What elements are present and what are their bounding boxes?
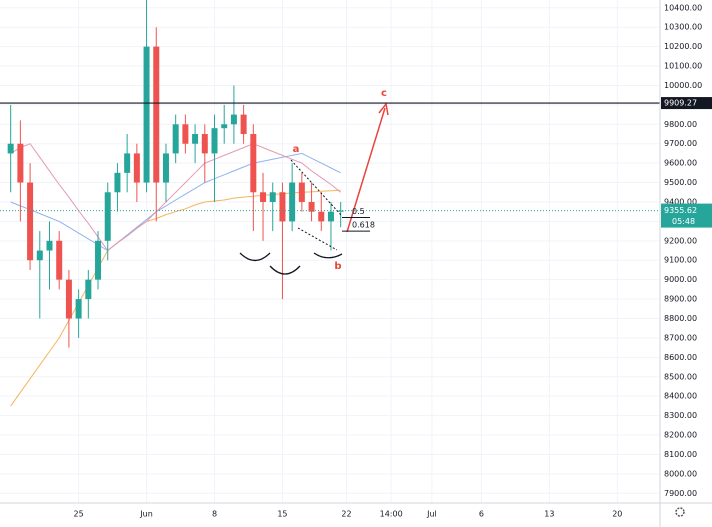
y-tick-label: 10300.00: [664, 23, 702, 32]
candle-body: [104, 192, 111, 241]
y-tick-label: 8200.00: [664, 431, 697, 440]
arrow: [346, 107, 386, 233]
y-tick-label: 8300.00: [664, 411, 697, 420]
last-price-label: 9355.62: [664, 206, 697, 215]
y-tick-label: 7900.00: [664, 489, 697, 498]
curve: [239, 252, 271, 262]
arrow-head: [378, 102, 389, 116]
candle-body: [221, 124, 228, 129]
candle-body: [327, 211, 334, 222]
candle-body: [46, 240, 53, 251]
trendline: [297, 227, 338, 251]
y-tick-label: 8000.00: [664, 469, 697, 478]
trendline: [290, 159, 342, 216]
candle-body: [124, 153, 131, 173]
candle-body: [289, 182, 296, 222]
candle-body: [260, 192, 267, 202]
y-tick-label: 10200.00: [664, 42, 702, 51]
y-tick-label: 9000.00: [664, 275, 697, 284]
fib-label: 0.5: [352, 207, 365, 216]
x-tick-label: 15: [277, 510, 287, 519]
candle-body: [172, 124, 179, 154]
y-tick-label: 9200.00: [664, 236, 697, 245]
candle-body: [211, 128, 218, 154]
drawings: a b c 0.5 0.618: [0, 88, 660, 275]
x-tick-label: 6: [479, 510, 484, 519]
moving-average: [10, 143, 342, 252]
candle-body: [36, 250, 43, 261]
candle-body: [318, 211, 325, 222]
candle-body: [279, 192, 286, 222]
candle-body: [65, 279, 72, 319]
y-tick-label: 9500.00: [664, 178, 697, 187]
y-tick-label: 8100.00: [664, 450, 697, 459]
candle-body: [133, 153, 140, 183]
y-tick-label: 8800.00: [664, 314, 697, 323]
y-tick-label: 8400.00: [664, 392, 697, 401]
x-tick-label: 20: [612, 510, 622, 519]
y-tick-label: 8900.00: [664, 295, 697, 304]
x-tick-label: Jul: [426, 510, 437, 519]
candle-body: [201, 134, 208, 154]
y-tick-label: 9100.00: [664, 256, 697, 265]
candle-body: [75, 299, 82, 319]
y-tick-label: 8700.00: [664, 333, 697, 342]
candle-body: [7, 143, 14, 154]
candle-body: [308, 201, 315, 212]
wave-label: b: [334, 261, 341, 272]
y-tick-label: 10000.00: [664, 81, 702, 90]
candle-body: [192, 134, 199, 144]
candle-body: [114, 172, 121, 193]
x-tick-label: Jun: [139, 510, 153, 519]
x-tick-label: 8: [212, 510, 217, 519]
x-tick-label: 13: [544, 510, 554, 519]
x-tick-label: 22: [341, 510, 351, 519]
wave-label: a: [293, 144, 300, 155]
y-tick-label: 8600.00: [664, 353, 697, 362]
candle-body: [269, 192, 276, 202]
candles: [7, 0, 344, 348]
countdown: 05:48: [672, 217, 695, 226]
candle-body: [162, 153, 169, 183]
candle-body: [153, 46, 160, 183]
candle-body: [143, 46, 150, 183]
y-tick-label: 8500.00: [664, 372, 697, 381]
last-price-box: [661, 203, 712, 228]
y-tick-label: 9800.00: [664, 120, 697, 129]
wave-label: c: [381, 88, 387, 99]
resistance-label: 9909.27: [664, 99, 697, 108]
candle-body: [95, 240, 102, 280]
candle-body: [298, 182, 305, 202]
candle-body: [85, 279, 92, 300]
resistance-box: [661, 97, 712, 110]
settings-icon[interactable]: [675, 507, 685, 517]
y-tick-label: 9400.00: [664, 197, 697, 206]
candle-body: [182, 124, 189, 144]
candle-body: [240, 114, 247, 135]
x-tick-label: 25: [74, 510, 84, 519]
y-tick-label: 9600.00: [664, 159, 697, 168]
moving-averages: [10, 143, 342, 407]
y-tick-label: 10100.00: [664, 62, 702, 71]
candle-body: [230, 114, 237, 125]
y-tick-label: 9700.00: [664, 139, 697, 148]
x-tick-label: 14:00: [380, 510, 403, 519]
candle-body: [337, 210, 344, 212]
moving-average: [10, 189, 341, 407]
fib-label: 0.618: [352, 221, 375, 230]
candle-body: [56, 240, 63, 280]
grid: [0, 0, 660, 503]
candle-body: [27, 182, 34, 261]
curve: [313, 252, 343, 259]
candle-body: [250, 134, 257, 193]
candle-body: [17, 143, 24, 183]
y-tick-label: 10400.00: [664, 3, 702, 12]
curve: [269, 265, 301, 275]
